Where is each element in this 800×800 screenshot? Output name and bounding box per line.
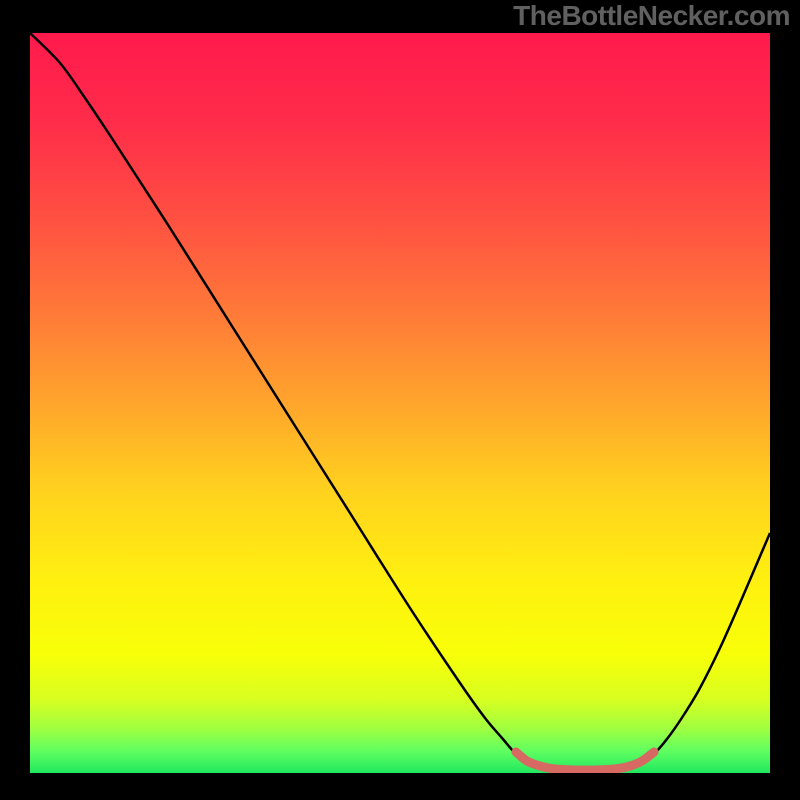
watermark-text: TheBottleNecker.com xyxy=(513,0,790,32)
dip-marker xyxy=(30,33,770,773)
chart-container: TheBottleNecker.com xyxy=(0,0,800,800)
plot-area xyxy=(30,33,770,773)
